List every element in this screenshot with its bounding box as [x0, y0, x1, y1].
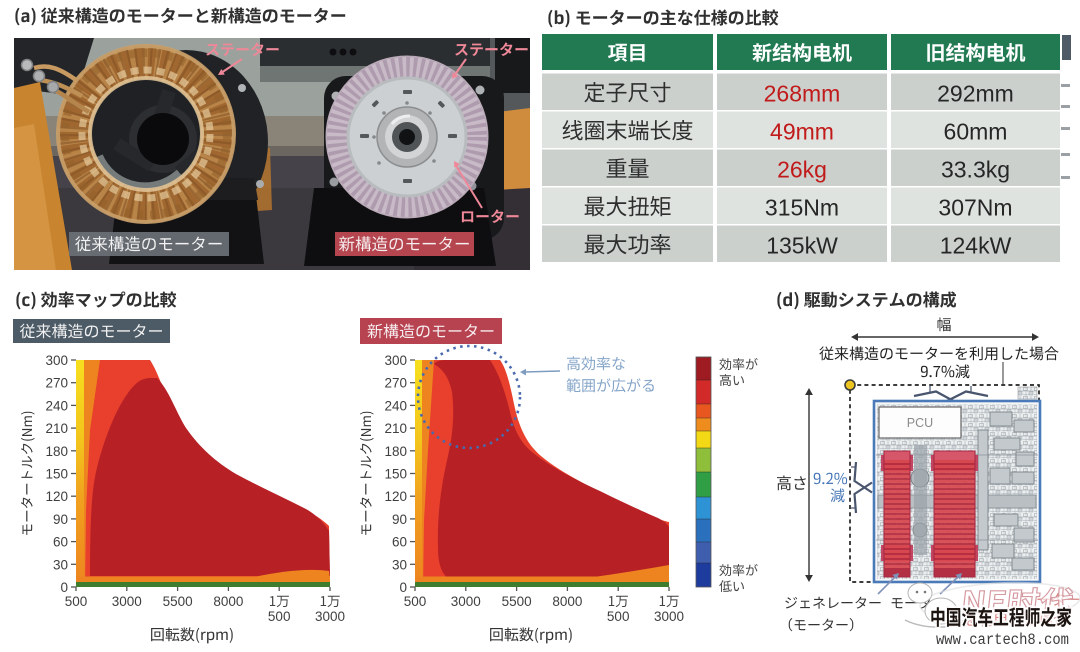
svg-text:5500: 5500: [502, 594, 532, 609]
svg-text:500: 500: [404, 594, 427, 609]
svg-text:180: 180: [384, 444, 407, 459]
svg-text:5500: 5500: [163, 594, 193, 609]
svg-text:33.3kg: 33.3kg: [941, 157, 1010, 183]
svg-text:292mm: 292mm: [937, 81, 1014, 107]
svg-text:124kW: 124kW: [940, 233, 1012, 259]
svg-text:240: 240: [384, 398, 407, 413]
svg-text:300: 300: [45, 353, 68, 368]
svg-text:270: 270: [45, 376, 68, 391]
svg-text:PCU: PCU: [907, 416, 933, 430]
svg-text:0: 0: [399, 580, 407, 595]
svg-text:60: 60: [392, 535, 407, 550]
svg-text:90: 90: [53, 512, 68, 527]
svg-text:90: 90: [392, 512, 407, 527]
svg-text:www.cartech8.com: www.cartech8.com: [936, 631, 1069, 649]
svg-text:0: 0: [60, 580, 68, 595]
svg-text:3000: 3000: [315, 609, 345, 624]
svg-text:3000: 3000: [112, 594, 142, 609]
svg-text:307Nm: 307Nm: [938, 195, 1012, 221]
svg-text:500: 500: [65, 594, 88, 609]
svg-text:60mm: 60mm: [944, 119, 1008, 145]
svg-text:240: 240: [45, 398, 68, 413]
svg-text:500: 500: [268, 609, 291, 624]
svg-text:30: 30: [53, 557, 68, 572]
svg-text:268mm: 268mm: [764, 81, 841, 107]
svg-text:180: 180: [45, 444, 68, 459]
svg-text:315Nm: 315Nm: [765, 195, 839, 221]
svg-text:300: 300: [384, 353, 407, 368]
svg-text:3000: 3000: [451, 594, 481, 609]
svg-text:210: 210: [45, 421, 68, 436]
svg-text:270: 270: [384, 376, 407, 391]
svg-text:150: 150: [384, 467, 407, 482]
svg-text:60: 60: [53, 535, 68, 550]
svg-text:135kW: 135kW: [766, 233, 838, 259]
svg-text:500: 500: [607, 609, 630, 624]
svg-text:120: 120: [45, 489, 68, 504]
svg-text:3000: 3000: [654, 609, 684, 624]
svg-text:150: 150: [45, 467, 68, 482]
svg-text:210: 210: [384, 421, 407, 436]
svg-text:8000: 8000: [213, 594, 243, 609]
svg-text:26kg: 26kg: [777, 157, 827, 183]
svg-text:30: 30: [392, 557, 407, 572]
svg-text:120: 120: [384, 489, 407, 504]
svg-text:49mm: 49mm: [770, 119, 834, 145]
svg-text:8000: 8000: [552, 594, 582, 609]
